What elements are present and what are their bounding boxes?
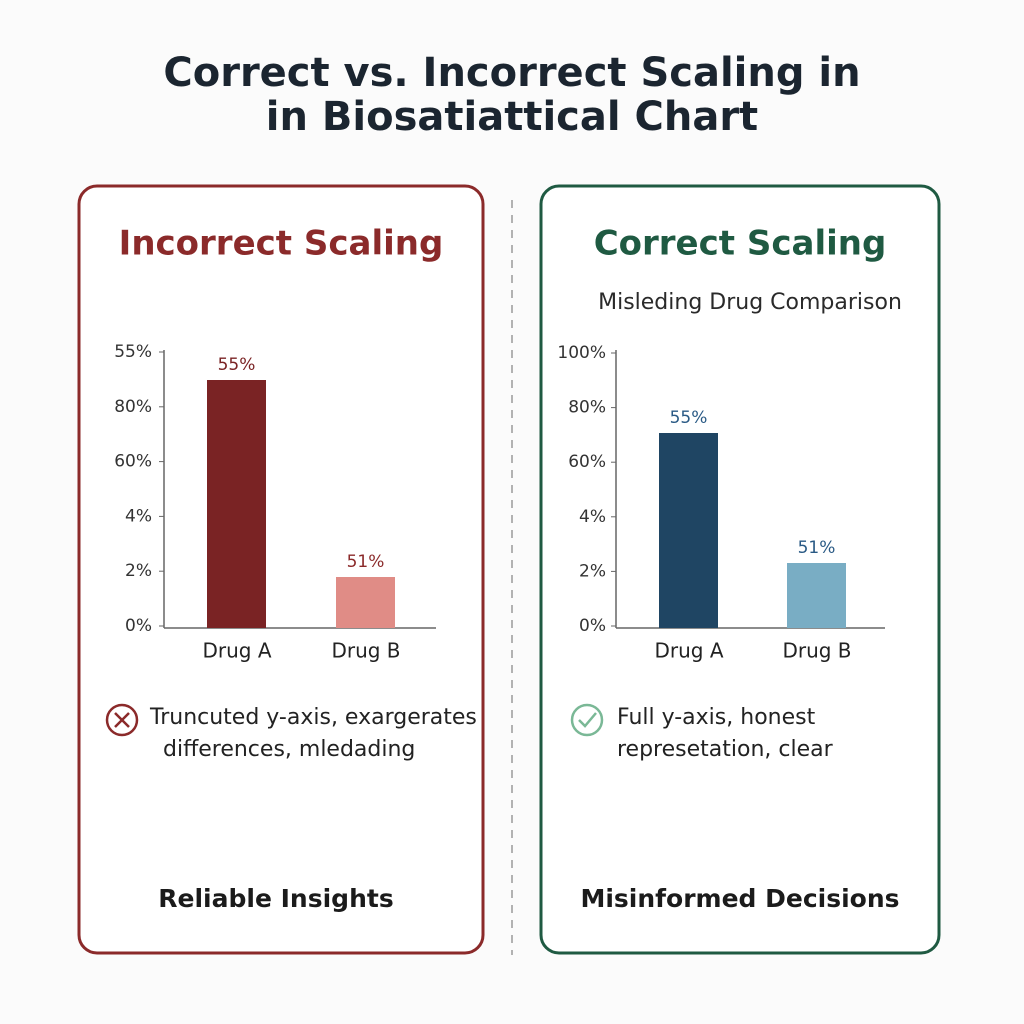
category-label: Drug B <box>331 639 400 663</box>
y-tick-label: 2% <box>579 561 606 581</box>
y-tick-label: 60% <box>114 452 152 472</box>
bar-label: 55% <box>218 355 256 375</box>
icon-cross <box>105 703 139 737</box>
note: Full y-axis, honest <box>617 705 816 730</box>
title: Correct vs. Incorrect Scaling in <box>163 50 860 96</box>
y-tick-label: 4% <box>579 507 606 527</box>
y-tick-label: 80% <box>568 398 606 418</box>
y-tick-label: 55% <box>114 342 152 362</box>
icon-check <box>570 703 604 737</box>
category-label: Drug A <box>202 639 271 663</box>
bar <box>336 577 395 628</box>
bar <box>787 563 846 628</box>
panel-incorrect <box>77 184 485 955</box>
panel-heading: Incorrect Scaling <box>119 224 444 264</box>
panel-heading: Correct Scaling <box>594 224 887 264</box>
y-tick-label: 100% <box>557 343 606 363</box>
bar-label: 51% <box>347 552 385 572</box>
category-label: Drug B <box>782 639 851 663</box>
bar-label: 51% <box>798 538 836 558</box>
title: in Biosatiattical Chart <box>266 94 758 140</box>
bar-label: 55% <box>670 408 708 428</box>
y-tick-label: 2% <box>125 561 152 581</box>
note: represetation, clear <box>617 737 834 762</box>
y-tick-label: 0% <box>579 616 606 636</box>
bar <box>207 380 266 628</box>
category-label: Drug A <box>654 639 723 663</box>
panel-correct <box>539 184 941 955</box>
bar <box>659 433 718 628</box>
note: Truncuted y-axis, exargerates <box>149 705 477 730</box>
y-tick-label: 0% <box>125 616 152 636</box>
panel-footer: Misinformed Decisions <box>580 884 899 913</box>
note: differences, mledading <box>163 737 415 762</box>
panel-footer: Reliable Insights <box>158 884 393 913</box>
y-tick-label: 4% <box>125 506 152 526</box>
y-tick-label: 80% <box>114 397 152 417</box>
y-tick-label: 60% <box>568 452 606 472</box>
panel-subtitle: Misleding Drug Comparison <box>598 290 902 315</box>
